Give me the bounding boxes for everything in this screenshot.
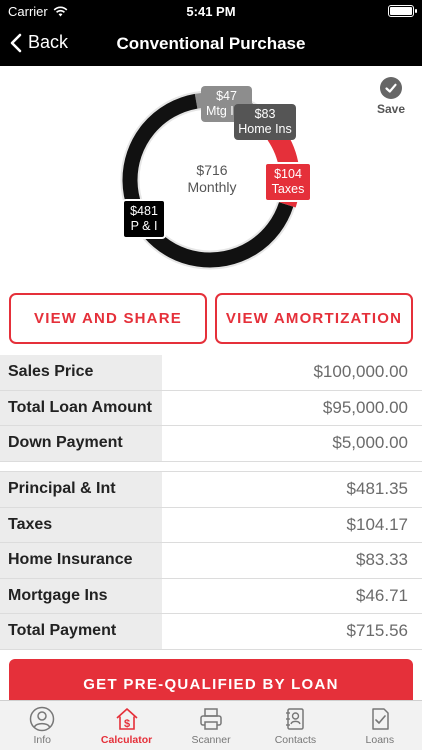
scanner-icon <box>200 708 222 730</box>
clock: 5:41 PM <box>186 4 236 19</box>
back-button[interactable]: Back <box>10 32 68 53</box>
save-button[interactable]: Save <box>377 77 405 116</box>
contacts-icon <box>286 708 305 730</box>
row-label: Total Payment <box>0 614 162 649</box>
taxes-amount: $104 <box>274 167 302 181</box>
home-ins-amount: $83 <box>254 107 276 121</box>
taxes-label: Taxes <box>271 182 305 196</box>
page-title: Conventional Purchase <box>116 34 306 53</box>
pi-label: P & I <box>130 219 158 233</box>
table-row: Sales Price $100,000.00 <box>0 355 422 391</box>
row-value: $100,000.00 <box>313 362 408 382</box>
table-row: Down Payment $5,000.00 <box>0 426 422 462</box>
monthly-amount: $716 <box>196 162 228 178</box>
table-row: Taxes $104.17 <box>0 507 422 543</box>
carrier-indicator: Carrier <box>8 4 68 19</box>
get-prequalified-button[interactable]: GET PRE-QUALIFIED BY LOAN <box>9 659 413 705</box>
row-label: Sales Price <box>0 355 162 390</box>
tab-label: Loans <box>365 734 395 746</box>
back-label: Back <box>28 32 69 52</box>
row-value: $5,000.00 <box>332 433 408 453</box>
mtg-ins-amount: $47 <box>216 89 237 103</box>
tab-contacts[interactable]: Contacts <box>253 701 337 750</box>
taxes-tag: $104 Taxes <box>264 162 312 202</box>
payment-breakdown-table: Principal & Int $481.35 Taxes $104.17 Ho… <box>0 472 422 650</box>
monthly-label: Monthly <box>187 179 237 195</box>
navigation-bar: Back Conventional Purchase <box>0 24 422 66</box>
tab-bar: Info $ Calculator Scanner Contacts <box>0 700 422 750</box>
tab-loans[interactable]: Loans <box>338 701 422 750</box>
row-label: Down Payment <box>0 426 162 461</box>
home-ins-label: Home Ins <box>238 122 292 136</box>
tab-calculator[interactable]: $ Calculator <box>84 701 168 750</box>
tab-label: Contacts <box>274 734 317 746</box>
tab-label: Calculator <box>100 734 153 746</box>
chevron-left-icon <box>10 33 22 52</box>
row-value: $46.71 <box>356 585 408 605</box>
table-divider <box>0 462 422 472</box>
wifi-icon <box>53 6 68 17</box>
loan-summary-table: Sales Price $100,000.00 Total Loan Amoun… <box>0 355 422 462</box>
top-bar: Carrier 5:41 PM Back Conventional Purcha… <box>0 0 422 66</box>
table-row: Total Loan Amount $95,000.00 <box>0 390 422 426</box>
person-circle-icon <box>29 706 55 732</box>
svg-text:$: $ <box>124 718 130 730</box>
checkmark-icon <box>379 77 402 99</box>
payment-chart-area: $716 Monthly $47 Mtg Ins $83 Home Ins $1… <box>0 66 422 284</box>
view-and-share-button[interactable]: VIEW AND SHARE <box>9 293 207 344</box>
row-label: Taxes <box>0 507 162 542</box>
battery-icon <box>388 5 417 17</box>
tab-label: Scanner <box>191 734 231 746</box>
tab-info[interactable]: Info <box>0 701 84 750</box>
chart-center-label: $716 Monthly <box>172 162 252 196</box>
status-bar: Carrier 5:41 PM <box>0 0 422 24</box>
principal-interest-tag: $481 P & I <box>122 199 166 239</box>
save-label: Save <box>376 102 405 116</box>
view-amortization-button[interactable]: VIEW AMORTIZATION <box>215 293 413 344</box>
row-value: $715.56 <box>346 621 408 641</box>
row-value: $95,000.00 <box>322 397 408 417</box>
row-label: Principal & Int <box>0 472 162 507</box>
table-row: Mortgage Ins $46.71 <box>0 578 422 614</box>
table-row: Home Insurance $83.33 <box>0 543 422 579</box>
row-value: $83.33 <box>356 550 408 570</box>
table-row: Total Payment $715.56 <box>0 614 422 650</box>
row-label: Total Loan Amount <box>0 390 162 425</box>
house-dollar-icon: $ <box>116 708 138 730</box>
row-label: Mortgage Ins <box>0 578 162 613</box>
pi-amount: $481 <box>130 204 158 218</box>
tab-scanner[interactable]: Scanner <box>169 701 253 750</box>
table-row: Principal & Int $481.35 <box>0 472 422 508</box>
row-value: $104.17 <box>346 514 408 534</box>
home-ins-tag: $83 Home Ins <box>234 104 296 140</box>
carrier-label: Carrier <box>8 4 48 19</box>
tab-label: Info <box>33 734 51 746</box>
row-value: $481.35 <box>346 479 408 499</box>
loans-document-icon <box>372 708 389 730</box>
row-label: Home Insurance <box>0 543 162 578</box>
